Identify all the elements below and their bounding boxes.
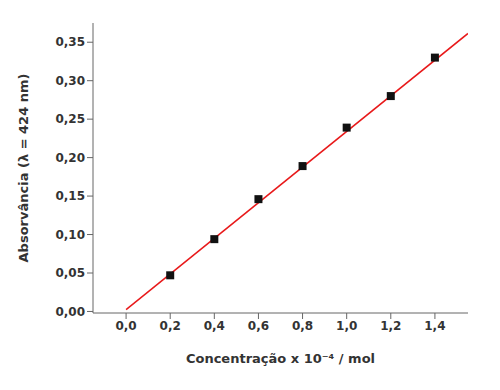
svg-text:1,4: 1,4 (424, 319, 445, 333)
svg-text:0,0: 0,0 (115, 319, 136, 333)
svg-text:Concentração x 10⁻⁴ / mol: Concentração x 10⁻⁴ / mol (186, 351, 375, 366)
svg-text:Absorvância (λ = 424 nm): Absorvância (λ = 424 nm) (16, 74, 31, 263)
svg-text:0,20: 0,20 (55, 151, 85, 165)
svg-text:1,2: 1,2 (380, 319, 401, 333)
svg-text:0,15: 0,15 (55, 189, 85, 203)
svg-text:0,10: 0,10 (55, 228, 85, 242)
svg-text:0,4: 0,4 (204, 319, 225, 333)
svg-text:0,05: 0,05 (55, 266, 85, 280)
svg-text:1,0: 1,0 (336, 319, 357, 333)
svg-text:0,30: 0,30 (55, 74, 85, 88)
svg-text:0,2: 0,2 (160, 319, 181, 333)
svg-text:0,25: 0,25 (55, 112, 85, 126)
svg-text:0,35: 0,35 (55, 35, 85, 49)
svg-text:0,6: 0,6 (248, 319, 269, 333)
svg-text:0,8: 0,8 (292, 319, 313, 333)
svg-text:0,00: 0,00 (55, 305, 85, 319)
